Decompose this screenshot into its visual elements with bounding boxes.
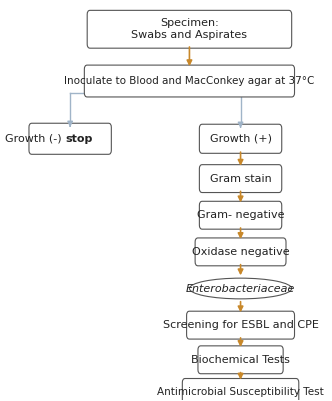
Text: Gram stain: Gram stain — [210, 174, 272, 184]
FancyBboxPatch shape — [187, 311, 294, 339]
Text: Antimicrobial Susceptibility Test: Antimicrobial Susceptibility Test — [157, 387, 324, 397]
Text: Enterobacteriaceae: Enterobacteriaceae — [186, 284, 295, 294]
Text: Specimen:
Swabs and Aspirates: Specimen: Swabs and Aspirates — [131, 18, 247, 40]
Text: Biochemical Tests: Biochemical Tests — [191, 355, 290, 365]
Text: Inoculate to Blood and MacConkey agar at 37°C: Inoculate to Blood and MacConkey agar at… — [64, 76, 315, 86]
FancyBboxPatch shape — [200, 201, 282, 229]
Text: Oxidase negative: Oxidase negative — [192, 247, 290, 257]
Text: stop: stop — [65, 134, 92, 144]
Text: Screening for ESBL and CPE: Screening for ESBL and CPE — [163, 320, 318, 330]
Text: Gram- negative: Gram- negative — [197, 210, 284, 220]
Text: Growth (+): Growth (+) — [209, 134, 272, 144]
Text: Growth (-): Growth (-) — [5, 134, 65, 144]
FancyBboxPatch shape — [84, 65, 294, 97]
FancyBboxPatch shape — [87, 10, 292, 48]
FancyBboxPatch shape — [200, 124, 282, 153]
FancyBboxPatch shape — [200, 165, 282, 192]
Ellipse shape — [190, 278, 292, 299]
FancyBboxPatch shape — [198, 346, 283, 374]
FancyBboxPatch shape — [195, 238, 286, 266]
FancyBboxPatch shape — [182, 379, 299, 401]
FancyBboxPatch shape — [29, 123, 111, 154]
